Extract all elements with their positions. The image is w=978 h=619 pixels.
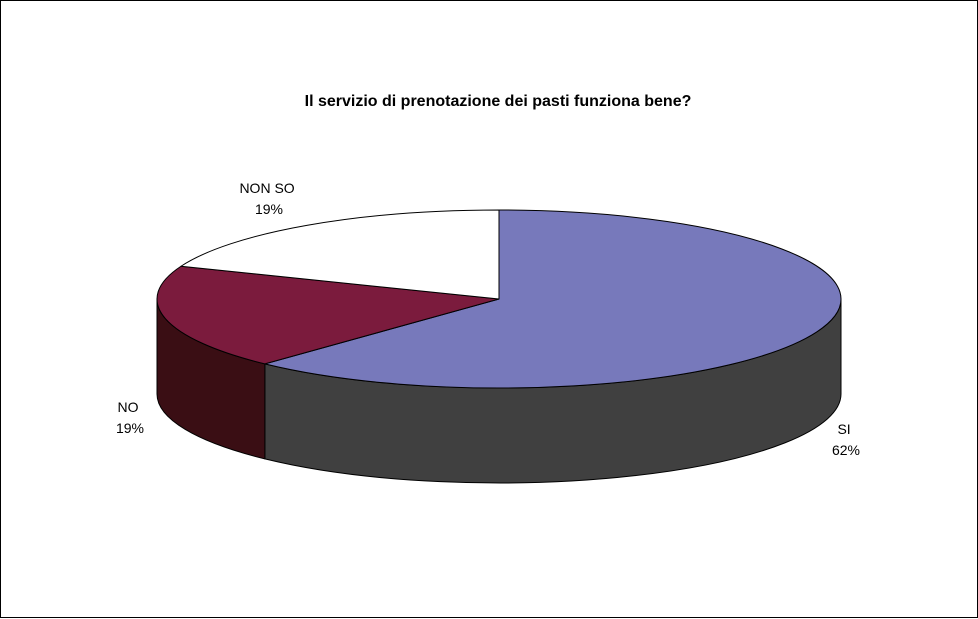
pie-slice-non-so (180, 209, 500, 300)
pie-slice-si (264, 209, 842, 389)
data-label-no: NO 19% (116, 399, 144, 436)
chart-title: Il servizio di prenotazione dei pasti fu… (305, 93, 692, 110)
data-label-non-so: NON SO 19% (239, 180, 298, 217)
data-label-si: SI 62% (832, 421, 860, 458)
